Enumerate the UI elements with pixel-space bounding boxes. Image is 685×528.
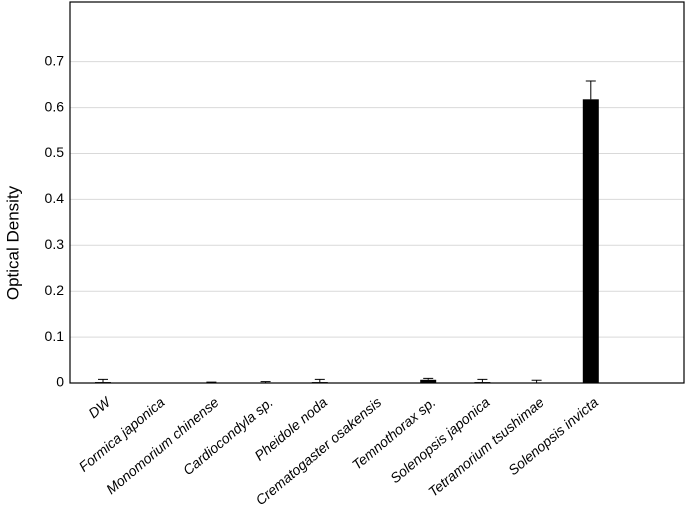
bar bbox=[474, 382, 491, 383]
y-tick-label: 0.6 bbox=[45, 98, 65, 114]
y-tick-label: 0.7 bbox=[45, 52, 65, 68]
y-axis-label: Optical Density bbox=[3, 185, 22, 300]
error-bar bbox=[98, 378, 108, 383]
bar bbox=[582, 99, 599, 383]
error-bar bbox=[585, 80, 596, 100]
y-tick-label: 0.2 bbox=[45, 282, 65, 298]
error-bar bbox=[531, 379, 542, 383]
bar bbox=[311, 382, 328, 383]
y-tick-label: 0.1 bbox=[45, 328, 65, 344]
y-tick-label: 0.3 bbox=[45, 236, 65, 252]
x-tick-label: DW bbox=[85, 393, 115, 421]
error-bar bbox=[314, 378, 325, 383]
x-tick-label: Cardiocondyla sp. bbox=[180, 394, 276, 478]
error-bar bbox=[477, 378, 488, 383]
error-bar bbox=[206, 381, 217, 383]
error-bar bbox=[423, 377, 434, 380]
y-tick-label: 0 bbox=[56, 374, 64, 390]
x-tick-label: Solenopsis japonica bbox=[387, 394, 493, 486]
plot-frame bbox=[69, 1, 685, 384]
error-bar bbox=[260, 381, 271, 383]
bar bbox=[420, 379, 437, 383]
x-tick-label: Solenopsis invicta bbox=[505, 394, 601, 478]
bar bbox=[95, 382, 111, 383]
y-tick-label: 0.5 bbox=[45, 144, 65, 160]
y-tick-label: 0.4 bbox=[45, 190, 65, 206]
